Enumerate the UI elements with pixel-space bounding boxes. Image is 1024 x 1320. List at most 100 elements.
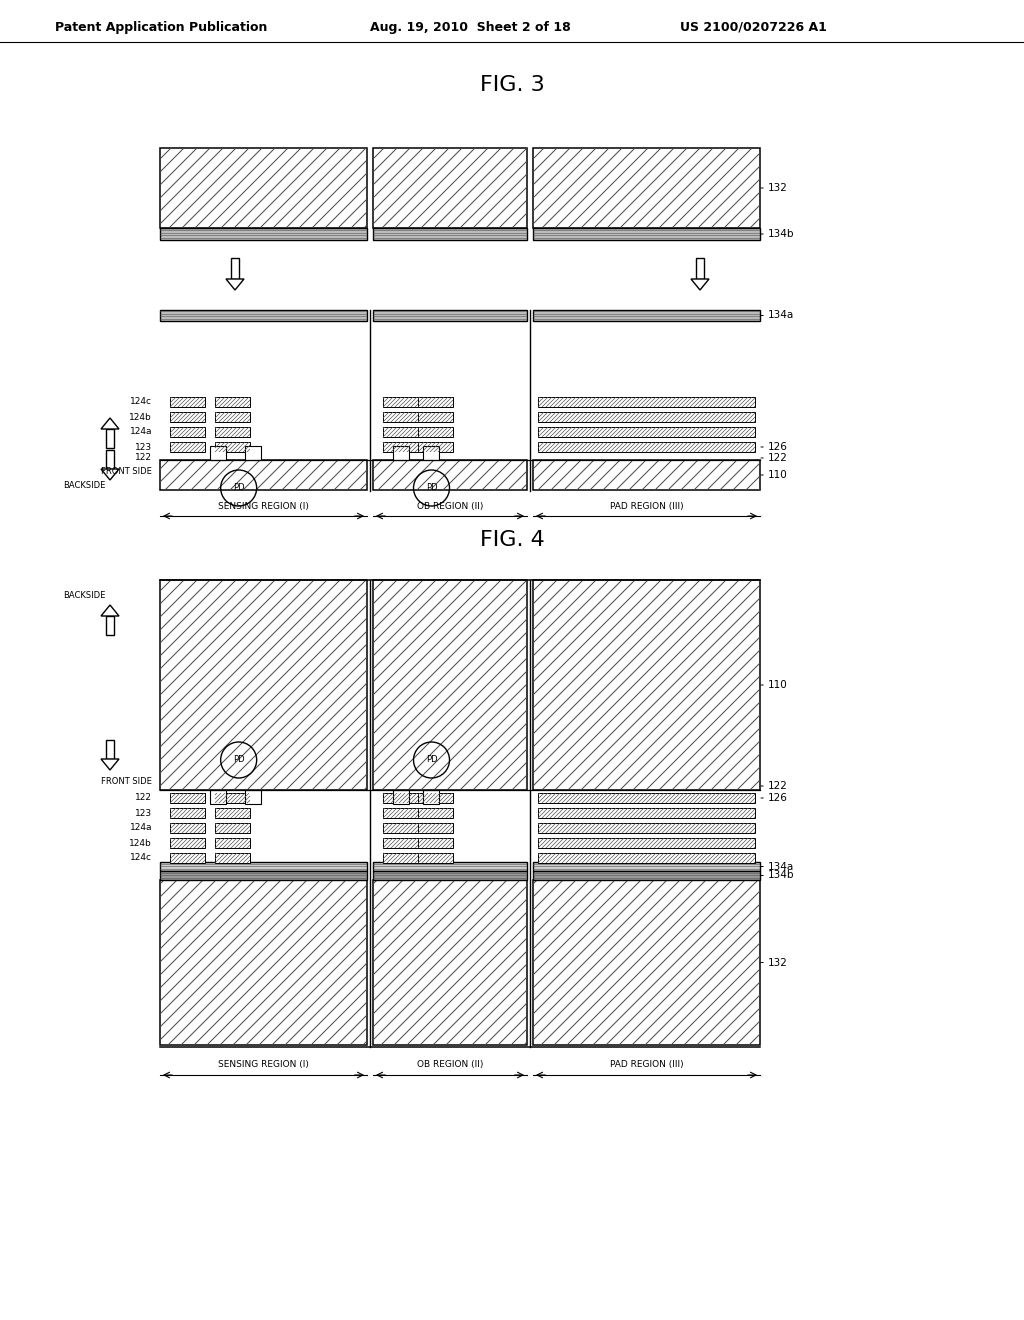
- Bar: [245, 789, 261, 804]
- Text: 123: 123: [135, 442, 152, 451]
- Bar: [383, 442, 418, 451]
- Text: PAD REGION (III): PAD REGION (III): [609, 1060, 683, 1069]
- Polygon shape: [226, 279, 244, 290]
- Bar: [418, 808, 453, 818]
- Bar: [418, 397, 453, 407]
- Polygon shape: [101, 418, 119, 429]
- Bar: [534, 228, 760, 240]
- Bar: [231, 257, 239, 279]
- Bar: [383, 412, 418, 422]
- Text: FRONT SIDE: FRONT SIDE: [101, 467, 152, 477]
- Text: 124c: 124c: [130, 397, 152, 407]
- Bar: [106, 616, 114, 635]
- Bar: [170, 838, 205, 847]
- Text: BACKSIDE: BACKSIDE: [62, 590, 105, 599]
- Bar: [373, 148, 527, 228]
- Bar: [534, 459, 760, 490]
- Text: 124b: 124b: [129, 412, 152, 421]
- Bar: [696, 257, 705, 279]
- Bar: [423, 446, 439, 459]
- Text: PD: PD: [426, 483, 437, 492]
- Bar: [373, 228, 527, 240]
- Bar: [383, 808, 418, 818]
- Text: 122: 122: [135, 454, 152, 462]
- Bar: [170, 426, 205, 437]
- Text: US 2100/0207226 A1: US 2100/0207226 A1: [680, 21, 826, 33]
- Bar: [418, 793, 453, 803]
- Text: FIG. 3: FIG. 3: [479, 75, 545, 95]
- Bar: [215, 838, 250, 847]
- Bar: [383, 838, 418, 847]
- Bar: [215, 822, 250, 833]
- Bar: [215, 442, 250, 451]
- Bar: [160, 579, 367, 789]
- Bar: [160, 228, 367, 240]
- Bar: [170, 808, 205, 818]
- Text: 122: 122: [768, 781, 787, 791]
- Bar: [160, 880, 367, 1045]
- Bar: [534, 871, 760, 880]
- Text: 124a: 124a: [129, 824, 152, 833]
- Bar: [393, 789, 409, 804]
- Bar: [210, 446, 226, 459]
- Bar: [106, 450, 114, 469]
- Bar: [106, 741, 114, 759]
- Text: 126: 126: [768, 793, 787, 803]
- Text: 110: 110: [768, 470, 787, 480]
- Polygon shape: [101, 759, 119, 770]
- Bar: [538, 442, 755, 451]
- Bar: [393, 446, 409, 459]
- Text: 124a: 124a: [129, 428, 152, 437]
- Bar: [418, 442, 453, 451]
- Bar: [538, 426, 755, 437]
- Text: SENSING REGION (I): SENSING REGION (I): [218, 1060, 309, 1069]
- Polygon shape: [691, 279, 709, 290]
- Bar: [538, 838, 755, 847]
- Text: SENSING REGION (I): SENSING REGION (I): [218, 502, 309, 511]
- Bar: [215, 397, 250, 407]
- Bar: [373, 880, 527, 1045]
- Bar: [538, 793, 755, 803]
- Bar: [373, 871, 527, 880]
- Bar: [423, 789, 439, 804]
- Polygon shape: [101, 605, 119, 616]
- Bar: [534, 148, 760, 228]
- Bar: [418, 853, 453, 863]
- Bar: [418, 822, 453, 833]
- Bar: [418, 426, 453, 437]
- Text: 110: 110: [768, 680, 787, 690]
- Text: 134b: 134b: [768, 870, 795, 880]
- Bar: [215, 412, 250, 422]
- Bar: [160, 459, 367, 490]
- Text: PAD REGION (III): PAD REGION (III): [609, 502, 683, 511]
- Text: 122: 122: [768, 453, 787, 463]
- Text: Aug. 19, 2010  Sheet 2 of 18: Aug. 19, 2010 Sheet 2 of 18: [370, 21, 570, 33]
- Bar: [538, 853, 755, 863]
- Bar: [534, 310, 760, 321]
- Text: 132: 132: [768, 183, 787, 193]
- Text: 124b: 124b: [129, 838, 152, 847]
- Bar: [373, 579, 527, 789]
- Bar: [418, 412, 453, 422]
- Bar: [170, 793, 205, 803]
- Text: Patent Application Publication: Patent Application Publication: [55, 21, 267, 33]
- Bar: [383, 397, 418, 407]
- Bar: [160, 148, 367, 228]
- Bar: [215, 853, 250, 863]
- Bar: [170, 442, 205, 451]
- Text: 134b: 134b: [768, 228, 795, 239]
- Bar: [538, 808, 755, 818]
- Bar: [170, 397, 205, 407]
- Text: OB REGION (II): OB REGION (II): [417, 502, 483, 511]
- Bar: [170, 853, 205, 863]
- Bar: [106, 429, 114, 447]
- Bar: [383, 853, 418, 863]
- Text: 134a: 134a: [768, 310, 795, 321]
- Text: 132: 132: [768, 957, 787, 968]
- Bar: [215, 793, 250, 803]
- Bar: [418, 838, 453, 847]
- Text: 126: 126: [768, 442, 787, 451]
- Bar: [373, 310, 527, 321]
- Bar: [534, 880, 760, 1045]
- Text: BACKSIDE: BACKSIDE: [62, 480, 105, 490]
